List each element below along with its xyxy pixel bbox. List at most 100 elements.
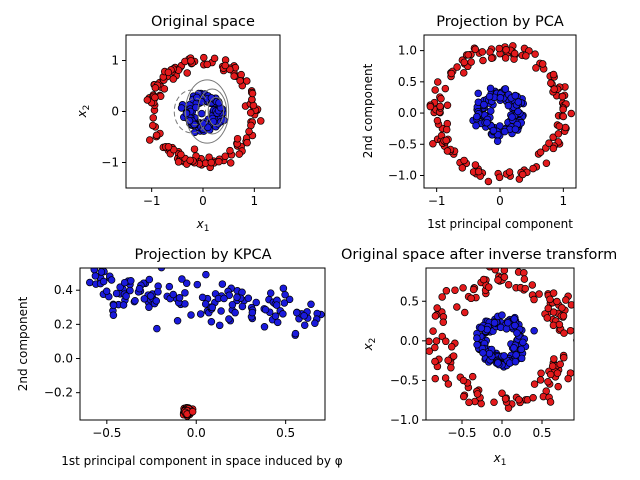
kpca-point-inner — [181, 289, 189, 297]
inverse-ytick-label: −1.0 — [390, 413, 419, 427]
pca-point-inner — [485, 92, 494, 101]
original-point-outer — [237, 70, 245, 79]
original-point-outer — [236, 77, 244, 85]
pca-point-outer — [555, 122, 564, 131]
original-point-outer — [190, 145, 199, 153]
kpca-point-inner — [215, 321, 224, 330]
inverse-point-outer — [549, 289, 558, 297]
inverse-point-outer — [453, 303, 461, 311]
inverse-point-outer — [449, 352, 458, 360]
original-ytick-label: −1 — [101, 156, 119, 170]
original-xtick-label: 0 — [199, 194, 207, 208]
inverse-point-outer — [485, 283, 493, 291]
kpca-point-inner — [218, 280, 227, 288]
kpca-point-inner — [291, 329, 300, 338]
pca-point-outer — [478, 48, 487, 56]
inverse-point-outer — [444, 380, 453, 388]
kpca-point-inner — [85, 278, 94, 287]
kpca-point-outer — [188, 407, 197, 416]
original-point-inner — [209, 117, 218, 126]
kpca-point-inner — [225, 315, 233, 323]
pca-point-outer — [479, 56, 487, 65]
inverse-point-inner — [510, 315, 518, 323]
axis-subscript: 1 — [501, 458, 507, 468]
original-point-outer — [221, 152, 230, 160]
pca-xlabel: 1st principal component — [427, 217, 573, 231]
kpca-point-inner — [196, 310, 205, 318]
inverse-ytick-label: 0.0 — [400, 334, 419, 348]
pca-frame — [423, 34, 577, 189]
kpca-point-inner — [116, 283, 124, 291]
original-point-outer — [145, 136, 154, 144]
kpca-point-inner — [261, 305, 270, 314]
pca-point-outer — [433, 116, 442, 125]
pca-point-outer — [505, 168, 514, 176]
kpca-point-inner — [122, 292, 130, 300]
kpca-point-inner — [97, 268, 106, 276]
inverse-point-outer — [548, 362, 557, 370]
kpca-ticks: −0.5 0.0 0.5 −0.2 0.0 0.2 0.4 — [44, 283, 295, 440]
pca-ylabel: 2nd component — [361, 63, 375, 158]
inverse-point-inner — [530, 326, 538, 335]
pca-point-outer — [447, 69, 456, 78]
kpca-point-inner — [152, 297, 161, 305]
pca-point-outer — [458, 164, 467, 172]
kpca-point-inner — [252, 298, 260, 307]
kpca-point-inner — [300, 312, 308, 320]
inverse-point-outer — [553, 297, 561, 306]
kpca-point-inner — [165, 282, 174, 291]
kpca-point-inner — [99, 277, 108, 286]
pca-point-outer — [558, 92, 567, 101]
pca-ytick-label: 0.5 — [398, 75, 417, 89]
kpca-point-inner — [107, 276, 116, 284]
kpca-point-inner — [126, 286, 134, 295]
original-point-outer — [183, 69, 191, 77]
inverse-point-outer — [521, 284, 530, 293]
inverse-point-outer — [558, 304, 566, 312]
panel-pca: −1 0 1−1.0−0.50.00.51.0 Projection by PCA … — [361, 14, 577, 231]
pca-point-outer — [501, 54, 510, 62]
inverse-point-outer — [546, 295, 554, 304]
pca-point-inner — [489, 126, 498, 135]
pca-point-outer — [522, 52, 530, 60]
inverse-point-inner — [500, 352, 508, 360]
original-ylabel: x2 — [75, 105, 92, 119]
kpca-frame — [79, 267, 326, 421]
inverse-point-outer — [528, 281, 537, 289]
kpca-point-inner — [244, 294, 253, 303]
original-contour-line — [207, 96, 225, 127]
kpca-point-inner — [311, 319, 319, 328]
kpca-xtick-label: 0.5 — [276, 426, 295, 440]
kpca-point-inner — [217, 307, 225, 315]
kpca-point-inner — [238, 288, 246, 297]
kpca-point-inner — [178, 275, 186, 283]
inverse-point-inner — [517, 345, 526, 354]
inverse-point-outer — [546, 370, 555, 379]
inverse-point-outer — [461, 308, 469, 317]
pca-point-outer — [536, 148, 545, 157]
original-point-outer — [174, 158, 183, 166]
original-point-outer — [210, 54, 219, 63]
kpca-point-inner — [102, 287, 111, 296]
kpca-point-inner — [233, 293, 241, 302]
inverse-point-outer — [447, 363, 455, 372]
kpca-point-inner — [127, 277, 135, 285]
pca-point-outer — [511, 49, 519, 58]
kpca-point-inner — [280, 299, 289, 307]
inverse-points — [426, 268, 574, 412]
inverse-point-outer — [562, 296, 570, 304]
original-point-outer — [207, 158, 216, 167]
kpca-ytick-label: 0.4 — [54, 283, 73, 297]
inverse-point-outer — [431, 374, 440, 383]
kpca-point-inner — [91, 272, 100, 280]
pca-point-outer — [460, 156, 468, 165]
pca-point-outer — [495, 44, 503, 53]
inverse-point-inner — [513, 329, 521, 337]
inverse-point-outer — [459, 392, 468, 401]
original-ticks: −1 0 1 −1 0 1 — [101, 54, 258, 209]
pca-point-outer — [549, 144, 558, 153]
inverse-point-outer — [468, 372, 477, 381]
inverse-point-outer — [564, 374, 572, 383]
pca-point-outer — [464, 51, 472, 59]
